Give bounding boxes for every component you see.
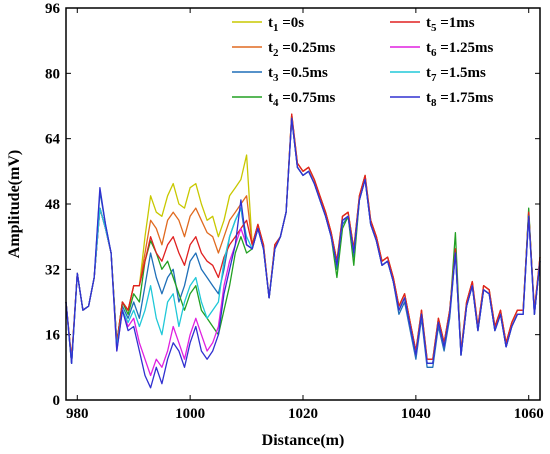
y-axis-title: Amplitude(mV)	[6, 150, 23, 258]
legend-label: t1 =0s	[268, 15, 304, 34]
legend-label: t2 =0.25ms	[268, 40, 336, 59]
legend-label: t5 =1ms	[426, 15, 475, 34]
y-tick-label: 96	[45, 1, 61, 17]
series-line-t6	[65, 117, 541, 377]
x-tick-label: 980	[66, 406, 89, 422]
legend-label: t3 =0.5ms	[268, 65, 328, 84]
series-line-t4	[65, 117, 541, 364]
y-tick-label: 32	[45, 262, 60, 278]
series-line-t2	[65, 113, 541, 360]
legend: t1 =0s t2 =0.25ms t3 =0.5ms t4 =0.75ms t5 =1…	[232, 15, 494, 109]
x-tick-label: 1060	[514, 406, 544, 422]
y-tick-label: 64	[45, 132, 61, 148]
series-line-t5	[65, 113, 541, 360]
y-tick-label: 48	[45, 197, 60, 213]
x-tick-label: 1040	[401, 406, 431, 422]
series-line-t3	[65, 117, 541, 368]
series-line-t7	[65, 117, 541, 364]
x-tick-label: 1000	[175, 406, 205, 422]
legend-label: t6 =1.25ms	[426, 40, 494, 59]
legend-label: t4 =0.75ms	[268, 90, 336, 109]
legend-label: t7 =1.5ms	[426, 65, 486, 84]
series-line-t1	[65, 113, 541, 360]
legend-label: t8 =1.75ms	[426, 90, 494, 109]
y-tick-label: 16	[45, 328, 61, 344]
series-line-t8	[65, 117, 541, 389]
y-tick-label: 80	[45, 66, 60, 82]
x-axis-ticks: 980 1000 1020 1040 1060	[66, 8, 544, 422]
x-axis-title: Distance(m)	[262, 432, 345, 449]
series-layer	[65, 113, 541, 389]
plot-frame	[65, 7, 541, 401]
x-tick-label: 1020	[288, 406, 318, 422]
y-axis-ticks: 0 16 32 48 64 80 96	[45, 1, 540, 409]
y-tick-label: 0	[53, 393, 61, 409]
